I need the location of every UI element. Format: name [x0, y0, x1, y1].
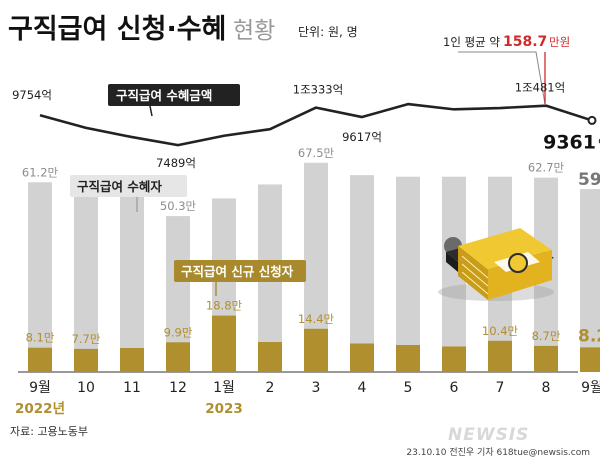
- beneficiary-value-label: 50.3만: [160, 199, 197, 213]
- chart-title-suffix: 현황: [233, 18, 275, 44]
- beneficiary-bar: [74, 186, 98, 372]
- new-applicant-bar: [534, 345, 558, 372]
- legend-gold-label: 구직급여 신규 신청자: [181, 264, 294, 279]
- x-tick-label: 12: [169, 380, 187, 396]
- new-applicant-bar: [258, 342, 282, 372]
- beneficiary-bar: [120, 193, 144, 372]
- new-applicant-value-label: 18.8만: [206, 299, 243, 313]
- legend-gold-tag: 구직급여 신규 신청자: [174, 260, 306, 296]
- new-applicant-bar: [396, 345, 420, 372]
- beneficiary-value-label: 62.7만: [528, 161, 565, 175]
- amount-value-label: 7489억: [156, 156, 196, 170]
- amount-value-label: 9617억: [342, 130, 382, 144]
- amount-last-point: [587, 115, 597, 125]
- amount-line-layer: [39, 102, 597, 147]
- new-applicant-value-label: 14.4만: [298, 312, 335, 326]
- new-applicant-bar: [212, 315, 236, 372]
- new-applicant-value-label: 8.1만: [26, 331, 55, 345]
- beneficiary-bar: [350, 175, 374, 372]
- new-applicant-bars: [28, 315, 600, 372]
- x-tick-label: 11: [123, 380, 141, 396]
- unit-note: 단위: 원, 명: [298, 25, 358, 39]
- x-tick-label: 9월: [29, 380, 51, 396]
- data-labels: 9월 10 11 12 1월 2 3 4 5 6 7 8 9월 2022년 2023 9754억 7489억 1조…: [12, 81, 600, 417]
- avg-value: 158.7: [503, 34, 547, 50]
- newsis-logo: NEWSIS: [448, 425, 529, 445]
- x-tick-label: 10: [77, 380, 95, 396]
- amount-value-label: 9754억: [12, 88, 52, 102]
- new-applicant-value-label: 8.7만: [532, 329, 561, 343]
- avg-leader-line: [458, 51, 546, 105]
- new-applicant-value-label: 10.4만: [482, 324, 519, 338]
- money-stack-illustration: [438, 228, 554, 301]
- x-tick-label: 9월: [581, 380, 600, 396]
- new-applicant-bar: [580, 347, 600, 372]
- new-applicant-value-label: 9.9만: [164, 325, 193, 339]
- avg-unit: 만원: [549, 35, 570, 49]
- new-applicant-bar: [120, 348, 144, 372]
- new-applicant-bar: [350, 343, 374, 372]
- amount-last-unit: 억원: [598, 137, 600, 152]
- legend-gray-tag: 구직급여 수혜자: [70, 175, 187, 212]
- new-applicant-value-label: 7.7만: [72, 332, 101, 346]
- legend-gray-label: 구직급여 수혜자: [77, 179, 162, 194]
- new-applicant-bar: [442, 346, 466, 372]
- chart-title: 구직급여 신청·수혜: [8, 14, 226, 45]
- x-tick-label: 5: [404, 380, 413, 396]
- amount-line: [39, 102, 593, 147]
- x-tick-label: 3: [312, 380, 321, 396]
- new-applicant-bar: [488, 340, 512, 372]
- beneficiary-value-label: 67.5만: [298, 146, 335, 160]
- legend-line-label: 구직급여 수혜금액: [116, 88, 212, 103]
- amount-last-value: 9361: [543, 131, 596, 153]
- new-applicant-bar: [74, 348, 98, 372]
- beneficiary-last-value: 59: [578, 170, 600, 190]
- x-tick-label: 4: [358, 380, 367, 396]
- x-tick-label: 6: [450, 380, 459, 396]
- year-label: 2023: [205, 401, 243, 417]
- x-tick-label: 8: [542, 380, 551, 396]
- avg-note-prefix: 1인 평균 약: [443, 35, 500, 49]
- legend-line-tag: 구직급여 수혜금액: [108, 84, 240, 117]
- source-note: 자료: 고용노동부: [10, 425, 88, 438]
- amount-value-label: 1조333억: [293, 83, 343, 97]
- beneficiary-value-label: 61.2만: [22, 165, 59, 179]
- x-tick-label: 7: [496, 380, 505, 396]
- beneficiary-bar: [28, 182, 52, 372]
- year-label: 2022년: [15, 401, 65, 417]
- new-applicant-last-value: 8.2: [578, 326, 600, 346]
- new-applicant-bar: [166, 342, 190, 372]
- beneficiary-bar: [580, 189, 600, 372]
- x-tick-label: 2: [266, 380, 275, 396]
- new-applicant-bar: [28, 347, 52, 372]
- x-tick-label: 1월: [213, 380, 235, 396]
- amount-value-label: 1조481억: [515, 81, 565, 95]
- new-applicant-bar: [304, 328, 328, 372]
- credit-line: 23.10.10 전진우 기자 618tue@newsis.com: [406, 447, 590, 458]
- beneficiary-bar: [396, 176, 420, 372]
